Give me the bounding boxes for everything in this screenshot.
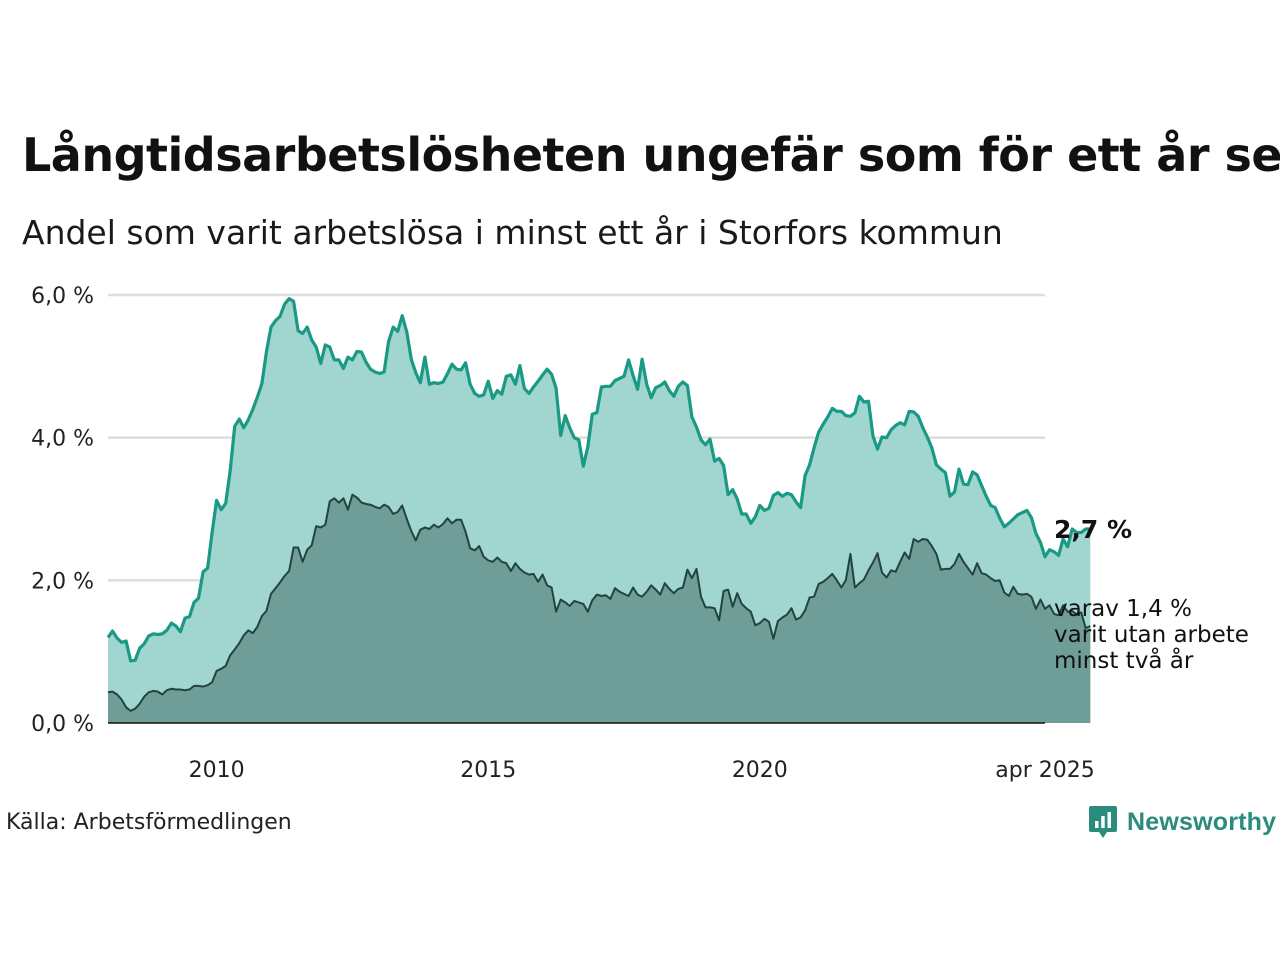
x-tick-label: apr 2025 [995,758,1094,783]
y-tick-label: 0,0 % [31,712,94,737]
end-value-label: 2,7 % [1054,515,1132,544]
end-note-line-1: varav 1,4 % [1054,596,1192,622]
newsworthy-logo[interactable]: Newsworthy [1088,804,1276,840]
x-tick-label: 2015 [460,758,516,783]
source-note: Källa: Arbetsförmedlingen [6,810,292,835]
x-axis-ticks: 2010 2015 2020 apr 2025 [189,758,1095,783]
newsworthy-logo-icon [1089,806,1117,838]
y-tick-label: 2,0 % [31,569,94,594]
y-tick-label: 4,0 % [31,427,94,452]
y-tick-label: 6,0 % [31,284,94,309]
end-note-line-2: varit utan arbete [1054,622,1249,648]
x-tick-label: 2020 [732,758,788,783]
chart-subtitle: Andel som varit arbetslösa i minst ett å… [22,213,1003,252]
chart-title: Långtidsarbetslösheten ungefär som för e… [22,128,1280,182]
logo-text: Newsworthy [1127,807,1277,836]
long-series-area [108,494,1091,723]
long-series-line [107,493,1091,712]
end-note-line-3: minst två år [1054,646,1194,674]
x-tick-label: 2010 [189,758,245,783]
total-series-line [106,297,1091,663]
end-note: varav 1,4 % varit utan arbete minst två … [1054,596,1256,674]
y-axis-ticks: 0,0 % 2,0 % 4,0 % 6,0 % [31,284,94,737]
